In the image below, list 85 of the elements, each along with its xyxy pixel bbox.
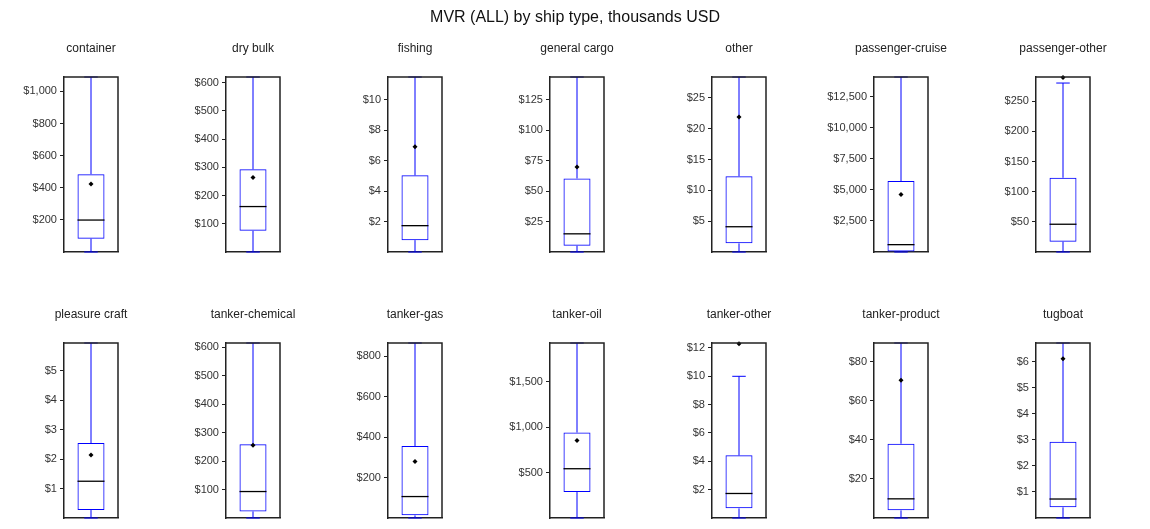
y-tick-label: $25: [524, 214, 543, 227]
y-tick-label: $250: [1004, 94, 1029, 107]
y-tick-label: $25: [686, 90, 705, 103]
chart-title: tugboat: [1042, 307, 1084, 321]
y-tick-label: $2: [368, 214, 381, 227]
chart-title: dry bulk: [231, 41, 275, 55]
y-tick-label: $15: [686, 152, 705, 165]
y-tick-label: $500: [194, 368, 219, 381]
y-tick-label: $300: [194, 160, 219, 173]
y-tick-label: $600: [194, 75, 219, 88]
chart-title: tanker-gas: [386, 307, 444, 321]
y-tick-label: $1,000: [509, 420, 543, 433]
y-tick-label: $4: [44, 393, 57, 406]
y-tick-label: $200: [1004, 124, 1029, 137]
y-tick-label: $1,500: [509, 374, 543, 387]
y-tick-label: $1: [1016, 485, 1029, 498]
y-tick-label: $5,000: [833, 182, 867, 195]
chart-title: passenger-other: [1019, 41, 1107, 55]
y-tick-label: $500: [194, 103, 219, 116]
y-tick-label: $2: [1016, 459, 1029, 472]
y-tick-label: $1,000: [23, 84, 57, 97]
y-tick-label: $4: [1016, 407, 1029, 420]
y-tick-label: $8: [692, 397, 705, 410]
chart-title: passenger-cruise: [854, 41, 948, 55]
y-tick-label: $60: [848, 393, 867, 406]
y-tick-label: $8: [368, 123, 381, 136]
y-tick-label: $4: [692, 454, 705, 467]
chart-title: tanker-other: [706, 307, 772, 321]
y-tick-label: $2: [44, 452, 57, 465]
y-tick-label: $6: [1016, 355, 1029, 368]
y-tick-label: $300: [194, 425, 219, 438]
chart-title: pleasure craft: [54, 307, 129, 321]
y-tick-label: $20: [848, 471, 867, 484]
y-tick-label: $10: [362, 92, 381, 105]
y-tick-label: $75: [524, 153, 543, 166]
chart-title: tanker-oil: [552, 307, 602, 321]
y-tick-label: $20: [686, 121, 705, 134]
y-tick-label: $5: [692, 214, 705, 227]
y-tick-label: $1: [44, 481, 57, 494]
y-tick-label: $5: [44, 363, 57, 376]
y-tick-label: $200: [194, 188, 219, 201]
y-tick-label: $3: [44, 422, 57, 435]
y-tick-label: $150: [1004, 154, 1029, 167]
y-tick-label: $4: [368, 184, 381, 197]
y-tick-label: $80: [848, 354, 867, 367]
y-tick-label: $6: [368, 153, 381, 166]
text: MVR (ALL) by ship type, thousands USD: [430, 8, 720, 25]
y-tick-label: $600: [32, 148, 57, 161]
y-tick-label: $2: [692, 482, 705, 495]
y-tick-label: $3: [1016, 433, 1029, 446]
y-tick-label: $800: [32, 116, 57, 129]
y-tick-label: $400: [194, 397, 219, 410]
y-tick-label: $2,500: [833, 213, 867, 226]
y-tick-label: $200: [32, 212, 57, 225]
y-tick-label: $200: [356, 470, 381, 483]
y-tick-label: $400: [32, 180, 57, 193]
chart-title: fishing: [397, 41, 433, 55]
y-tick-label: $40: [848, 432, 867, 445]
y-tick-label: $5: [1016, 381, 1029, 394]
y-tick-label: $100: [194, 216, 219, 229]
y-tick-label: $100: [1004, 184, 1029, 197]
y-tick-label: $10,000: [827, 120, 867, 133]
y-tick-label: $600: [356, 389, 381, 402]
y-tick-label: $400: [194, 132, 219, 145]
chart-title: tanker-chemical: [210, 307, 296, 321]
y-tick-label: $400: [356, 430, 381, 443]
y-tick-label: $7,500: [833, 151, 867, 164]
y-tick-label: $12: [686, 340, 705, 353]
y-tick-label: $12,500: [827, 89, 867, 102]
y-tick-label: $100: [194, 482, 219, 495]
chart-title: general cargo: [540, 41, 615, 55]
y-tick-label: $6: [692, 426, 705, 439]
y-tick-label: $800: [356, 349, 381, 362]
y-tick-label: $10: [686, 183, 705, 196]
y-tick-label: $600: [194, 340, 219, 353]
y-tick-label: $10: [686, 369, 705, 382]
y-tick-label: $200: [194, 454, 219, 467]
y-tick-label: $125: [518, 92, 543, 105]
chart-title: other: [725, 41, 753, 55]
y-tick-label: $50: [1010, 214, 1029, 227]
chart-title: container: [66, 41, 116, 55]
chart-title: tanker-product: [862, 307, 941, 321]
y-tick-label: $100: [518, 123, 543, 136]
y-tick-label: $50: [524, 184, 543, 197]
y-tick-label: $500: [518, 465, 543, 478]
